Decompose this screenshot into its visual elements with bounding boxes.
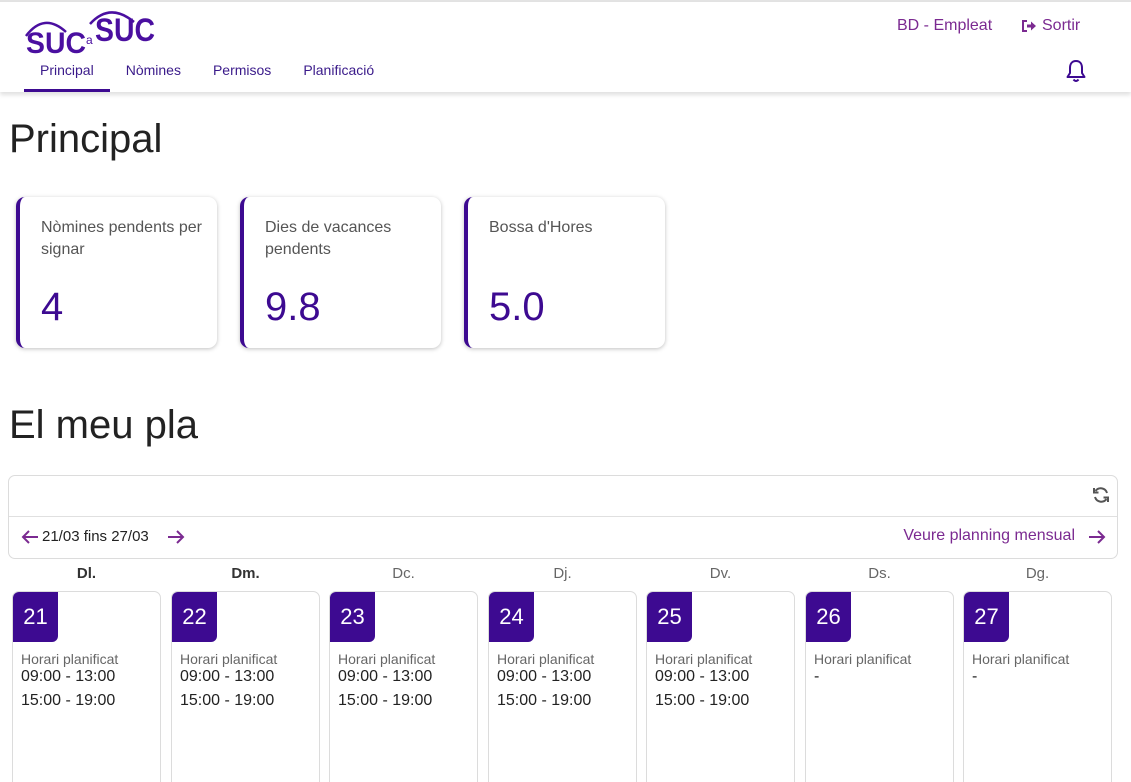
day-number: 26 bbox=[806, 592, 851, 642]
day-number: 27 bbox=[964, 592, 1009, 642]
day-column: Ds. 26 Horari planificat - bbox=[805, 565, 954, 782]
logo-text-large: SUC bbox=[95, 12, 155, 48]
schedule-slot: 09:00 - 13:00 bbox=[497, 668, 592, 685]
day-name: Dm. bbox=[231, 565, 260, 582]
schedule-label: Horari planificat bbox=[180, 651, 278, 667]
day-card[interactable]: 25 Horari planificat 09:00 - 13:00 15:00 - … bbox=[646, 591, 795, 782]
day-card[interactable]: 24 Horari planificat 09:00 - 13:00 15:00 - … bbox=[488, 591, 637, 782]
page-title: Principal bbox=[9, 117, 163, 161]
day-column: Dv. 25 Horari planificat 09:00 - 13:00 15:00… bbox=[646, 565, 795, 782]
schedule-label: Horari planificat bbox=[972, 651, 1070, 667]
day-column: Dg. 27 Horari planificat - bbox=[963, 565, 1112, 782]
logo-text-connector: a bbox=[86, 33, 93, 47]
refresh-icon[interactable] bbox=[1092, 486, 1110, 504]
tab-nomines[interactable]: Nòmines bbox=[125, 62, 181, 78]
day-column: Dm. 22 Horari planificat 09:00 - 13:00 15:00… bbox=[171, 565, 320, 782]
day-column: Dl. 21 Horari planificat 09:00 - 13:00 15:00… bbox=[12, 565, 161, 782]
day-column: Dj. 24 Horari planificat 09:00 - 13:00 15:00… bbox=[488, 565, 637, 782]
schedule-slot: 09:00 - 13:00 bbox=[21, 668, 116, 685]
monthly-planning-link[interactable]: Veure planning mensual bbox=[903, 527, 1075, 544]
day-column: Dc. 23 Horari planificat 09:00 - 13:00 15:00… bbox=[329, 565, 478, 782]
tab-planificacio[interactable]: Planificació bbox=[303, 62, 375, 78]
arrow-right-icon[interactable] bbox=[166, 529, 186, 545]
arrow-right-icon[interactable] bbox=[1087, 529, 1107, 545]
day-card[interactable]: 22 Horari planificat 09:00 - 13:00 15:00 - … bbox=[171, 591, 320, 782]
schedule-slot: 09:00 - 13:00 bbox=[655, 668, 750, 685]
day-card[interactable]: 23 Horari planificat 09:00 - 13:00 15:00 - … bbox=[329, 591, 478, 782]
day-name: Ds. bbox=[868, 565, 891, 582]
schedule-slot: - bbox=[814, 668, 820, 685]
tab-permisos[interactable]: Permisos bbox=[212, 62, 272, 78]
day-name: Dc. bbox=[392, 565, 415, 582]
logout-label: Sortir bbox=[1042, 17, 1081, 34]
day-name: Dg. bbox=[1025, 565, 1050, 582]
user-menu-link[interactable]: BD - Empleat bbox=[897, 17, 993, 34]
card-label: Nòmines pendents per signar bbox=[41, 219, 202, 258]
main-nav: Principal Nòmines Permisos Planificació bbox=[24, 52, 390, 92]
schedule-slot: - bbox=[972, 668, 978, 685]
toolbar-divider bbox=[9, 516, 1117, 517]
schedule-slot: 15:00 - 19:00 bbox=[338, 692, 433, 709]
day-card[interactable]: 26 Horari planificat - bbox=[805, 591, 954, 782]
schedule-label: Horari planificat bbox=[497, 651, 595, 667]
card-label: Bossa d'Hores bbox=[489, 219, 593, 236]
top-border bbox=[0, 0, 1131, 2]
schedule-slot: 15:00 - 19:00 bbox=[497, 692, 592, 709]
section-title: El meu pla bbox=[9, 403, 198, 447]
day-card[interactable]: 21 Horari planificat 09:00 - 13:00 15:00 - … bbox=[12, 591, 161, 782]
tab-principal[interactable]: Principal bbox=[24, 52, 110, 92]
schedule-label: Horari planificat bbox=[338, 651, 436, 667]
day-number: 22 bbox=[172, 592, 217, 642]
app-header: SUC a SUC BD - Empleat Sortir Principal … bbox=[0, 2, 1131, 92]
schedule-slot: 09:00 - 13:00 bbox=[180, 668, 275, 685]
schedule-label: Horari planificat bbox=[814, 651, 912, 667]
logout-icon bbox=[1022, 20, 1036, 32]
schedule-label: Horari planificat bbox=[655, 651, 753, 667]
card-value: 5.0 bbox=[489, 285, 545, 329]
day-number: 23 bbox=[330, 592, 375, 642]
suc-logo[interactable]: SUC a SUC bbox=[22, 6, 162, 58]
card-hours-bank[interactable]: Bossa d'Hores 5.0 bbox=[464, 197, 665, 348]
bell-icon[interactable] bbox=[1065, 59, 1087, 83]
schedule-slot: 15:00 - 19:00 bbox=[21, 692, 116, 709]
schedule-slot: 09:00 - 13:00 bbox=[338, 668, 433, 685]
logo-text-small: SUC bbox=[26, 27, 86, 58]
logout-link[interactable]: Sortir bbox=[1021, 17, 1080, 35]
day-number: 21 bbox=[13, 592, 58, 642]
day-name: Dj. bbox=[553, 565, 572, 582]
card-vacation-days[interactable]: Dies de vacances pendents 9.8 bbox=[240, 197, 441, 348]
day-name: Dl. bbox=[76, 565, 97, 582]
day-name: Dv. bbox=[709, 565, 732, 582]
schedule-slot: 15:00 - 19:00 bbox=[180, 692, 275, 709]
card-value: 9.8 bbox=[265, 285, 321, 329]
arrow-left-icon[interactable] bbox=[20, 529, 40, 545]
schedule-slot: 15:00 - 19:00 bbox=[655, 692, 750, 709]
week-range: 21/03 fins 27/03 bbox=[42, 528, 149, 545]
card-pending-payslips[interactable]: Nòmines pendents per signar 4 bbox=[16, 197, 217, 348]
day-number: 25 bbox=[647, 592, 692, 642]
planner-toolbar: 21/03 fins 27/03 Veure planning mensual bbox=[8, 475, 1118, 559]
day-card[interactable]: 27 Horari planificat - bbox=[963, 591, 1112, 782]
card-label: Dies de vacances pendents bbox=[265, 219, 392, 258]
schedule-label: Horari planificat bbox=[21, 651, 119, 667]
day-number: 24 bbox=[489, 592, 534, 642]
card-value: 4 bbox=[41, 285, 64, 329]
